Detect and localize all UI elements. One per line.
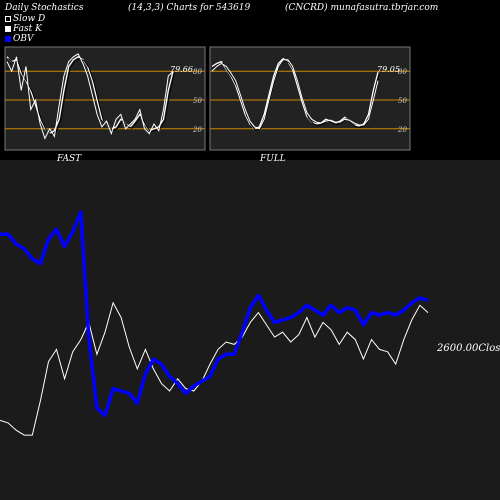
- legend-swatch-obv: [5, 36, 11, 42]
- fast-level-label-20: 20: [192, 126, 202, 134]
- chart-title-middle: (14,3,3) Charts for 543619: [128, 3, 251, 13]
- full-levels: 20 50 80: [210, 68, 410, 134]
- legend-label-obv: OBV: [13, 34, 34, 44]
- legend-swatch-slow-d: [5, 16, 11, 22]
- legend-item-obv: OBV: [5, 34, 45, 44]
- full-level-label-20: 20: [397, 126, 407, 134]
- fast-last-value-label: 79.66: [170, 65, 193, 74]
- full-level-label-80: 80: [398, 68, 407, 76]
- legend-item-fast-k: Fast K: [5, 24, 45, 34]
- close-series-line: [0, 301, 429, 436]
- legend-label-fast-k: Fast K: [13, 24, 42, 34]
- legend-label-slow-d: Slow D: [13, 14, 46, 24]
- full-last-value-label: 79.05: [377, 65, 400, 74]
- legend-item-slow-d: Slow D: [5, 14, 45, 24]
- full-lines: [211, 57, 380, 131]
- obv-series-line: [0, 210, 429, 418]
- chart-title-left: Daily Stochastics: [5, 3, 84, 13]
- legend-swatch-fast-k: [5, 26, 11, 32]
- fast-xlabel: FAST: [56, 154, 82, 164]
- fast-level-label-80: 80: [193, 68, 202, 76]
- close-end-label: 2600.00Close: [436, 343, 500, 354]
- full-level-label-50: 50: [398, 97, 407, 105]
- fast-series-1-line: [6, 53, 174, 140]
- fast-level-label-50: 50: [193, 97, 202, 105]
- chart-title-right: (CNCRD) munafasutra.tbrjar.com: [285, 3, 439, 13]
- full-xlabel: FULL: [259, 154, 286, 164]
- fast-lines: [6, 53, 175, 140]
- legend: Slow D Fast K OBV: [5, 14, 45, 44]
- main-panel-background: [0, 160, 500, 500]
- fast-panel: [4, 46, 206, 151]
- full-panel: [209, 46, 411, 151]
- fast-levels: 20 50 80: [5, 68, 205, 134]
- full-series-1-line: [211, 59, 379, 130]
- main-lines: [0, 210, 429, 436]
